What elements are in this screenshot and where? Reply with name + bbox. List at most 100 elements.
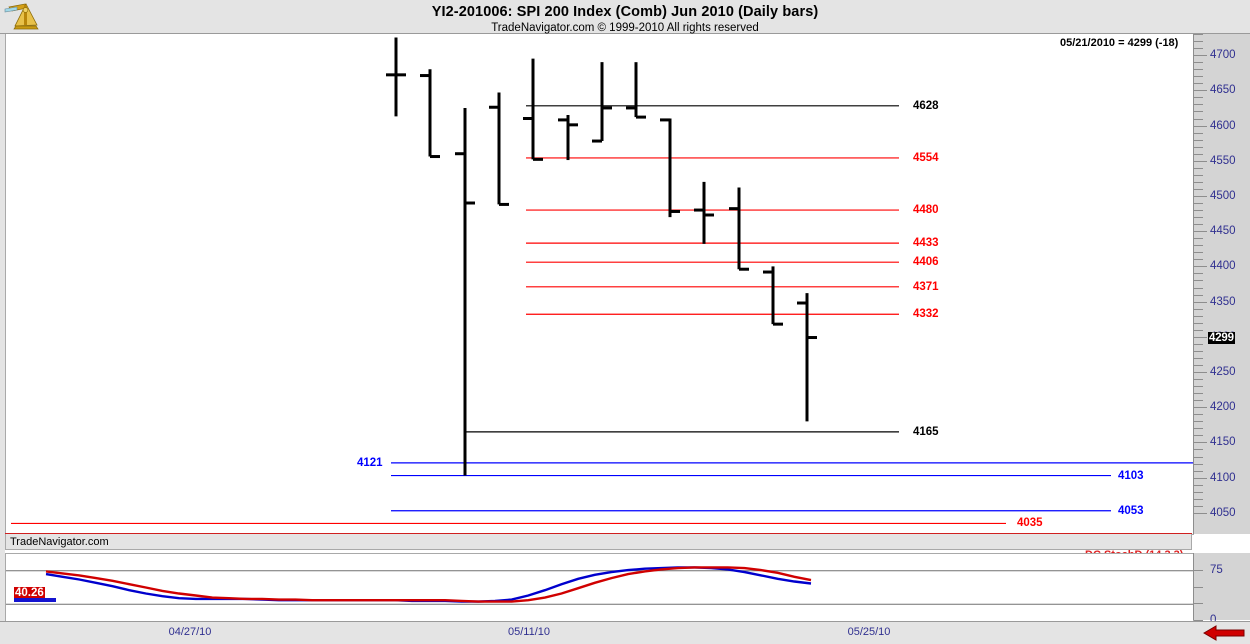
price-minor-tick: [1194, 83, 1203, 85]
ohlc-bar[interactable]: [694, 181, 714, 244]
sextant-icon: [4, 3, 39, 30]
indicator-minor-tick: [1194, 586, 1203, 588]
level-label: 4165: [913, 425, 939, 438]
price-minor-tick: [1194, 315, 1203, 317]
price-minor-tick: [1194, 104, 1203, 106]
price-minor-tick: [1194, 238, 1203, 240]
price-tick-label: 4400: [1210, 260, 1236, 273]
price-minor-tick: [1194, 449, 1203, 451]
price-minor-tick: [1194, 153, 1203, 155]
price-tick: [1194, 90, 1207, 92]
price-minor-tick: [1194, 62, 1203, 64]
price-minor-tick: [1194, 470, 1203, 472]
price-tick-label: 4500: [1210, 189, 1236, 202]
indicator-gridlines: [6, 570, 1193, 605]
price-tick-label: 4250: [1210, 366, 1236, 379]
scroll-left-arrow[interactable]: [1202, 625, 1246, 641]
indicator-tick: [1194, 569, 1203, 571]
price-minor-tick: [1194, 498, 1203, 500]
price-tick: [1194, 231, 1207, 233]
price-minor-tick: [1194, 343, 1203, 345]
price-minor-tick: [1194, 322, 1203, 324]
price-minor-tick: [1194, 329, 1203, 331]
level-label: 4480: [913, 204, 939, 217]
ohlc-bar[interactable]: [420, 69, 440, 159]
ohlc-bar[interactable]: [660, 118, 680, 218]
ohlc-bar[interactable]: [455, 107, 475, 476]
left-gutter: [0, 34, 5, 621]
price-tick-label: 4150: [1210, 436, 1236, 449]
price-minor-tick: [1194, 463, 1203, 465]
price-axis[interactable]: 4700465046004550450044504400435043004250…: [1193, 34, 1250, 534]
ohlc-bar[interactable]: [626, 62, 646, 119]
indicator-axis: 75 0: [1193, 553, 1250, 626]
price-minor-tick: [1194, 132, 1203, 134]
price-minor-tick: [1194, 456, 1203, 458]
price-minor-tick: [1194, 287, 1203, 289]
level-label: 4433: [913, 237, 939, 250]
ohlc-bar[interactable]: [489, 92, 509, 206]
ohlc-bar[interactable]: [386, 37, 406, 117]
price-tick: [1194, 407, 1207, 409]
price-tick: [1194, 477, 1207, 479]
price-minor-tick: [1194, 414, 1203, 416]
footer-divider: [5, 533, 1192, 534]
price-minor-tick: [1194, 167, 1203, 169]
price-minor-tick: [1194, 210, 1203, 212]
date-axis[interactable]: 04/27/10 05/11/10 05/25/10: [0, 621, 1250, 644]
level-label: 4053: [1118, 504, 1144, 517]
price-minor-tick: [1194, 294, 1203, 296]
indicator-series-line: [45, 566, 812, 603]
indicator-panel[interactable]: [5, 553, 1194, 622]
price-minor-tick: [1194, 491, 1203, 493]
indicator-minor-tick: [1194, 603, 1203, 605]
price-minor-tick: [1194, 217, 1203, 219]
price-minor-tick: [1194, 76, 1203, 78]
chart-subtitle: TradeNavigator.com © 1999-2010 All right…: [491, 22, 759, 34]
price-minor-tick: [1194, 259, 1203, 261]
price-minor-tick: [1194, 505, 1203, 507]
indicator-series-group: [45, 566, 812, 603]
indicator-tick: [1194, 620, 1203, 621]
title-bar: YI2-201006: SPI 200 Index (Comb) Jun 201…: [0, 0, 1250, 34]
price-minor-tick: [1194, 484, 1203, 486]
price-minor-tick: [1194, 252, 1203, 254]
date-tick-label: 04/27/10: [168, 626, 212, 638]
price-chart-panel[interactable]: [5, 34, 1194, 535]
level-label: 4035: [1017, 517, 1043, 530]
price-minor-tick: [1194, 69, 1203, 71]
price-minor-tick: [1194, 139, 1203, 141]
level-label: 4332: [913, 308, 939, 321]
last-price-badge: 4299: [1208, 331, 1235, 344]
ohlc-bar[interactable]: [797, 293, 817, 422]
price-tick: [1194, 125, 1207, 127]
price-minor-tick: [1194, 188, 1203, 190]
indicator-value-badge: 40.26: [14, 587, 45, 600]
price-tick: [1194, 160, 1207, 162]
ohlc-bar[interactable]: [558, 114, 578, 161]
price-plot: [11, 37, 1193, 525]
price-tick-label: 4350: [1210, 295, 1236, 308]
price-minor-tick: [1194, 224, 1203, 226]
price-minor-tick: [1194, 308, 1203, 310]
price-tick-label: 4650: [1210, 84, 1236, 97]
ohlc-bar[interactable]: [729, 187, 749, 271]
price-tick-label: 4700: [1210, 49, 1236, 62]
price-tick: [1194, 512, 1207, 514]
price-minor-tick: [1194, 34, 1203, 35]
level-lines-group: [11, 105, 1193, 525]
ohlc-bar[interactable]: [523, 58, 543, 161]
price-minor-tick: [1194, 400, 1203, 402]
price-minor-tick: [1194, 245, 1203, 247]
ohlc-bar[interactable]: [763, 266, 783, 326]
price-tick-label: 4100: [1210, 471, 1236, 484]
indicator-value-underline: [14, 598, 56, 603]
stochastic-plot: [6, 566, 1193, 605]
price-tick-label: 4600: [1210, 119, 1236, 132]
price-tick: [1194, 442, 1207, 444]
price-minor-tick: [1194, 386, 1203, 388]
level-label: 4406: [913, 256, 939, 269]
price-tick-label: 4050: [1210, 506, 1236, 519]
ohlc-bar[interactable]: [592, 62, 612, 143]
level-label: 4371: [913, 280, 939, 293]
